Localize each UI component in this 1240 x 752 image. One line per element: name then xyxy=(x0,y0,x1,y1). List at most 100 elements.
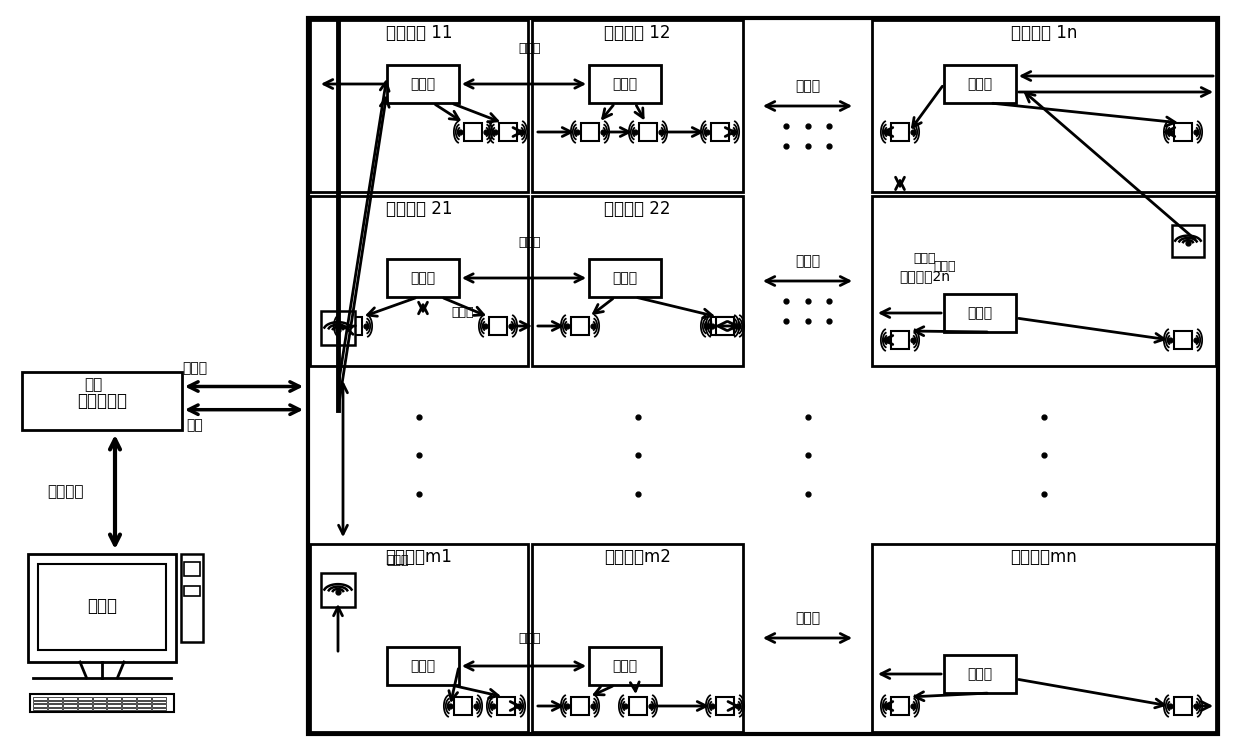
Bar xyxy=(123,708,136,710)
Bar xyxy=(33,708,47,710)
Bar xyxy=(872,196,1216,366)
Bar xyxy=(184,586,200,596)
Bar xyxy=(589,259,661,297)
Text: 视频信号: 视频信号 xyxy=(47,484,83,499)
Bar xyxy=(944,655,1016,693)
Bar xyxy=(108,697,122,699)
Bar xyxy=(310,20,528,192)
Text: 电源线: 电源线 xyxy=(387,553,409,566)
Bar xyxy=(639,123,657,141)
Bar xyxy=(892,697,909,715)
Bar xyxy=(589,647,661,685)
Bar xyxy=(78,708,92,710)
Bar xyxy=(123,704,136,706)
Bar xyxy=(1172,225,1204,257)
Bar xyxy=(38,564,166,650)
Bar xyxy=(892,123,909,141)
Text: 电源线: 电源线 xyxy=(451,307,474,320)
Text: 接收卡: 接收卡 xyxy=(410,659,435,673)
Text: 接收卡: 接收卡 xyxy=(410,271,435,285)
Bar xyxy=(30,694,174,712)
Bar xyxy=(944,65,1016,103)
Bar xyxy=(33,704,47,706)
Text: 显示单元 22: 显示单元 22 xyxy=(604,200,671,218)
Bar xyxy=(93,697,107,699)
Text: 显示单元m1: 显示单元m1 xyxy=(386,548,453,566)
Bar xyxy=(63,708,77,710)
Bar xyxy=(582,123,599,141)
Bar xyxy=(22,372,182,430)
Text: 接收卡: 接收卡 xyxy=(613,271,637,285)
Text: 接收卡: 接收卡 xyxy=(613,77,637,91)
Bar xyxy=(93,708,107,710)
Bar xyxy=(532,20,743,192)
Bar xyxy=(321,573,355,607)
Bar xyxy=(321,311,355,345)
Bar xyxy=(48,701,62,703)
Bar xyxy=(387,65,459,103)
Bar xyxy=(93,701,107,703)
Bar xyxy=(78,701,92,703)
Bar xyxy=(78,704,92,706)
Bar xyxy=(33,701,47,703)
Bar xyxy=(892,331,909,349)
Bar xyxy=(123,701,136,703)
Bar xyxy=(343,317,362,335)
Bar xyxy=(138,704,151,706)
Bar xyxy=(78,697,92,699)
Bar xyxy=(108,708,122,710)
Text: 接收卡: 接收卡 xyxy=(967,667,992,681)
Bar xyxy=(108,704,122,706)
Bar xyxy=(308,18,1218,734)
Text: 接收卡: 接收卡 xyxy=(967,306,992,320)
Text: 网线: 网线 xyxy=(187,419,203,432)
Bar xyxy=(48,708,62,710)
Bar xyxy=(715,697,734,715)
Bar xyxy=(63,704,77,706)
Bar xyxy=(93,704,107,706)
Bar xyxy=(629,697,647,715)
Bar xyxy=(153,697,166,699)
Bar xyxy=(489,317,507,335)
Text: 电源线: 电源线 xyxy=(795,79,820,93)
Bar xyxy=(153,701,166,703)
Bar xyxy=(29,554,176,662)
Bar xyxy=(108,701,122,703)
Bar xyxy=(387,259,459,297)
Text: 显示单元 21: 显示单元 21 xyxy=(386,200,453,218)
Bar xyxy=(63,701,77,703)
Bar xyxy=(498,123,517,141)
Bar xyxy=(138,708,151,710)
Text: 电源线: 电源线 xyxy=(934,259,956,272)
Bar xyxy=(944,294,1016,332)
Bar xyxy=(48,697,62,699)
Bar xyxy=(153,708,166,710)
Bar xyxy=(589,65,661,103)
Bar xyxy=(138,701,151,703)
Bar xyxy=(153,704,166,706)
Bar xyxy=(1174,123,1192,141)
Bar xyxy=(711,123,729,141)
Text: 电源线: 电源线 xyxy=(182,362,207,375)
Bar xyxy=(123,697,136,699)
Text: 电源线: 电源线 xyxy=(795,254,820,268)
Bar xyxy=(310,196,528,366)
Text: 显示单元2n: 显示单元2n xyxy=(899,269,951,283)
Bar xyxy=(711,317,729,335)
Bar xyxy=(48,704,62,706)
Text: 电源线: 电源线 xyxy=(518,632,541,645)
Text: 电源线: 电源线 xyxy=(914,253,936,265)
Bar xyxy=(532,544,743,732)
Bar xyxy=(184,562,200,576)
Bar xyxy=(497,697,515,715)
Text: 电源: 电源 xyxy=(84,377,102,392)
Bar xyxy=(570,317,589,335)
Text: 显示单元mn: 显示单元mn xyxy=(1011,548,1078,566)
Bar xyxy=(387,647,459,685)
Bar xyxy=(181,554,203,642)
Bar xyxy=(872,544,1216,732)
Text: 显示单元 1n: 显示单元 1n xyxy=(1011,24,1078,42)
Text: 电源线: 电源线 xyxy=(518,43,541,56)
Bar xyxy=(33,697,47,699)
Text: 视频源: 视频源 xyxy=(87,597,117,615)
